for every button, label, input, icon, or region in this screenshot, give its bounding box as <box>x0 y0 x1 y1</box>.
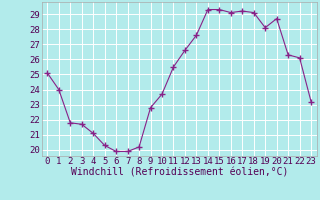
X-axis label: Windchill (Refroidissement éolien,°C): Windchill (Refroidissement éolien,°C) <box>70 168 288 178</box>
